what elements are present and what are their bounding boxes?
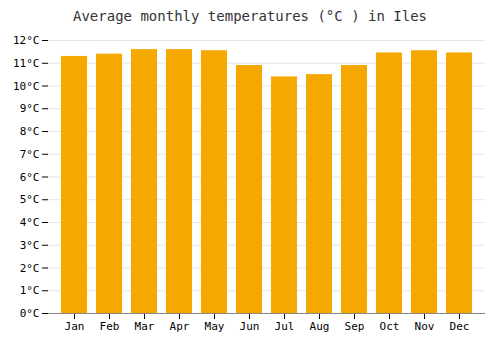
svg-text:2°C: 2°C <box>20 262 40 275</box>
svg-text:Apr: Apr <box>170 320 190 333</box>
html-text:Average monthly temperatures (: Average monthly temperatures (°C ) in Il… <box>73 8 427 24</box>
svg-text:May: May <box>205 320 225 333</box>
svg-text:7°C: 7°C <box>20 148 40 161</box>
svg-text:Jan: Jan <box>65 320 85 333</box>
svg-text:Nov: Nov <box>415 320 435 333</box>
svg-text:6°C: 6°C <box>20 171 40 184</box>
svg-text:Feb: Feb <box>100 320 120 333</box>
svg-text:8°C: 8°C <box>20 125 40 138</box>
svg-text:Mar: Mar <box>135 320 155 333</box>
svg-text:Dec: Dec <box>450 320 470 333</box>
svg-text:11°C: 11°C <box>13 57 40 70</box>
svg-text:Aug: Aug <box>310 320 330 333</box>
svg-text:0°C: 0°C <box>20 307 40 320</box>
svg-text:1°C: 1°C <box>20 284 40 297</box>
svg-text:3°C: 3°C <box>20 239 40 252</box>
svg-text:Jun: Jun <box>240 320 260 333</box>
svg-text:5°C: 5°C <box>20 193 40 206</box>
svg-text:Jul: Jul <box>275 320 295 333</box>
svg-text:9°C: 9°C <box>20 102 40 115</box>
svg-text:Sep: Sep <box>345 320 365 333</box>
svg-text:Oct: Oct <box>380 320 400 333</box>
svg-text:4°C: 4°C <box>20 216 40 229</box>
svg-text:12°C: 12°C <box>13 34 40 47</box>
svg-text:10°C: 10°C <box>13 80 40 93</box>
